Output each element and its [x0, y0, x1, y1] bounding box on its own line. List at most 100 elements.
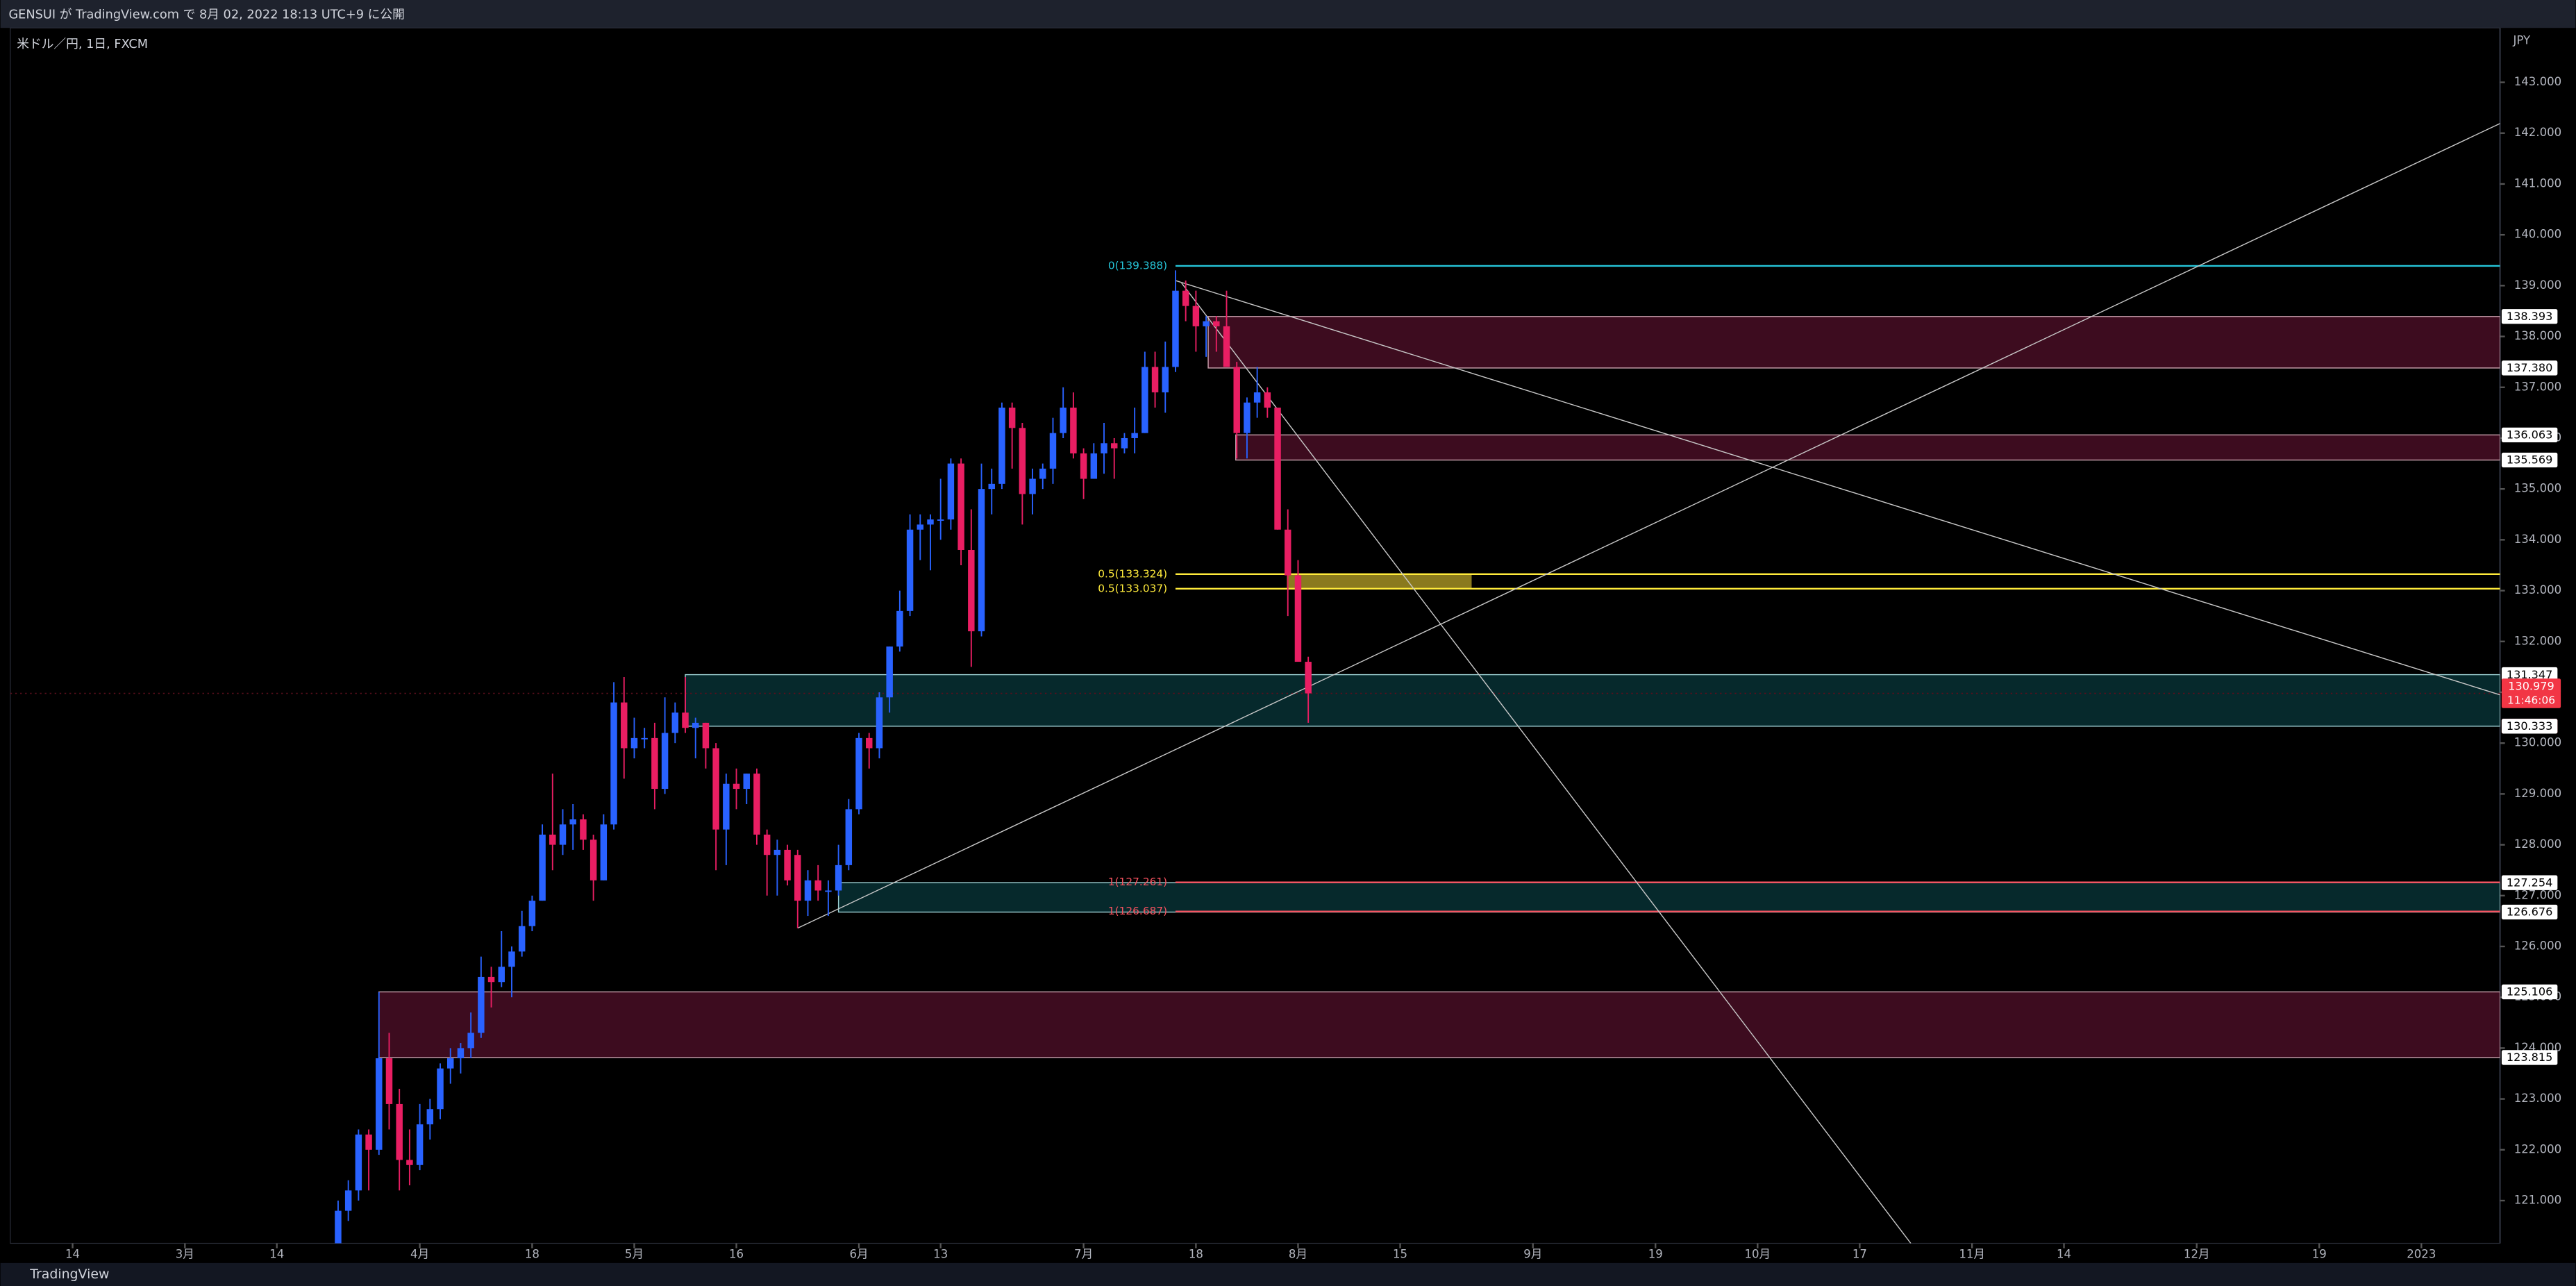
price-label-box — [2501, 875, 2558, 890]
candle-body — [1019, 428, 1026, 494]
zone — [837, 882, 2500, 913]
candle-body — [621, 702, 628, 749]
price-label: 137.380 — [2507, 361, 2553, 374]
x-tick-label: 17 — [1852, 1248, 1867, 1261]
candle-body — [1162, 367, 1169, 393]
x-tick-label: 19 — [2312, 1248, 2327, 1261]
candle-body — [876, 697, 883, 749]
candle-body — [1285, 529, 1291, 576]
candle-body — [682, 712, 689, 728]
candle-body — [487, 976, 495, 983]
candle-body — [1101, 443, 1107, 453]
candle-body — [1090, 453, 1098, 479]
candle-body — [518, 926, 526, 952]
candle-body — [1274, 408, 1281, 530]
x-tick-label: 16 — [729, 1248, 744, 1261]
candle-body — [539, 834, 546, 901]
candle-body — [784, 849, 791, 880]
y-tick-label: 130.000 — [2514, 736, 2561, 749]
price-label-box — [2501, 452, 2558, 468]
fib-box — [1287, 574, 1472, 589]
candle-body — [1305, 662, 1312, 694]
y-tick-label: 134.000 — [2514, 533, 2561, 546]
y-tick-label: 140.000 — [2514, 228, 2561, 241]
y-tick-label: 126.000 — [2514, 939, 2561, 952]
candle-body — [886, 646, 893, 698]
x-tick-label: 8月 — [1289, 1248, 1307, 1261]
candle-body — [773, 849, 781, 855]
zone — [378, 991, 2500, 1058]
candle-body — [1121, 437, 1128, 449]
candle-body — [426, 1109, 434, 1125]
x-tick-label: 7月 — [1074, 1248, 1093, 1261]
y-tick-label: 141.000 — [2514, 176, 2561, 190]
price-label-box — [2501, 309, 2558, 324]
candle-body — [376, 1058, 383, 1150]
candle-body — [1192, 306, 1200, 326]
candle-body — [712, 748, 719, 830]
zone — [1207, 316, 2500, 369]
currency: JPY — [2512, 34, 2530, 47]
candle-body — [1203, 321, 1210, 326]
candle-body — [763, 834, 771, 855]
y-tick-label: 128.000 — [2514, 837, 2561, 851]
candle-body — [610, 702, 617, 825]
candle-body — [988, 483, 995, 490]
x-tick-label: 13 — [933, 1248, 948, 1261]
candle-body — [559, 824, 567, 845]
y-tick-label: 138.000 — [2514, 329, 2561, 342]
x-tick-label: 14 — [65, 1248, 80, 1261]
candle-body — [998, 408, 1005, 484]
price-label-box — [2501, 1050, 2558, 1065]
x-tick-label: 5月 — [625, 1248, 644, 1261]
x-tick-label: 14 — [2057, 1248, 2071, 1261]
y-tick-label: 127.000 — [2514, 888, 2561, 901]
x-tick-label: 2023 — [2407, 1248, 2436, 1261]
candle-body — [947, 463, 955, 520]
candle-body — [743, 774, 750, 790]
candle-body — [580, 819, 587, 840]
candle-body — [1008, 408, 1016, 428]
y-tick-label: 139.000 — [2514, 278, 2561, 292]
candle-body — [406, 1160, 413, 1165]
candle-body — [1172, 290, 1179, 367]
x-tick-label: 12月 — [2184, 1248, 2210, 1261]
candle-body — [814, 880, 821, 891]
candle-body — [446, 1058, 454, 1069]
candle-body — [467, 1033, 474, 1049]
candle-body — [1294, 575, 1302, 662]
candle-body — [845, 809, 853, 865]
symbol-title: 米ドル／円, 1日, FXCM — [17, 37, 148, 51]
candle-body — [957, 463, 964, 551]
countdown: 11:46:06 — [2507, 694, 2555, 707]
x-tick-label: 18 — [1189, 1248, 1203, 1261]
candle-body — [1182, 290, 1189, 306]
candle-body — [671, 712, 679, 733]
trendline — [1181, 283, 1912, 1244]
candle-body — [968, 550, 975, 632]
candle-body — [1110, 443, 1118, 449]
y-tick-label: 135.000 — [2514, 482, 2561, 495]
x-tick-label: 11月 — [1959, 1248, 1985, 1261]
candle-body — [804, 880, 812, 901]
candle-body — [1049, 433, 1057, 469]
y-tick-label: 122.000 — [2514, 1142, 2561, 1155]
candle-body — [1213, 321, 1220, 326]
candle-body — [1039, 468, 1046, 479]
candle-body — [508, 951, 515, 967]
x-tick-label: 4月 — [410, 1248, 429, 1261]
candle-body — [937, 519, 944, 521]
price-label: 125.106 — [2507, 985, 2553, 999]
plot-area — [10, 27, 2501, 1244]
candle-body — [1070, 408, 1077, 453]
price-label: 131.347 — [2507, 668, 2553, 681]
candle-body — [855, 737, 862, 810]
candle-body — [600, 824, 608, 880]
candle-body — [733, 783, 740, 790]
x-tick-label: 19 — [1648, 1248, 1663, 1261]
candle-body — [437, 1068, 444, 1110]
price-label-box — [2501, 667, 2558, 683]
y-tick-label: 137.000 — [2514, 380, 2561, 393]
